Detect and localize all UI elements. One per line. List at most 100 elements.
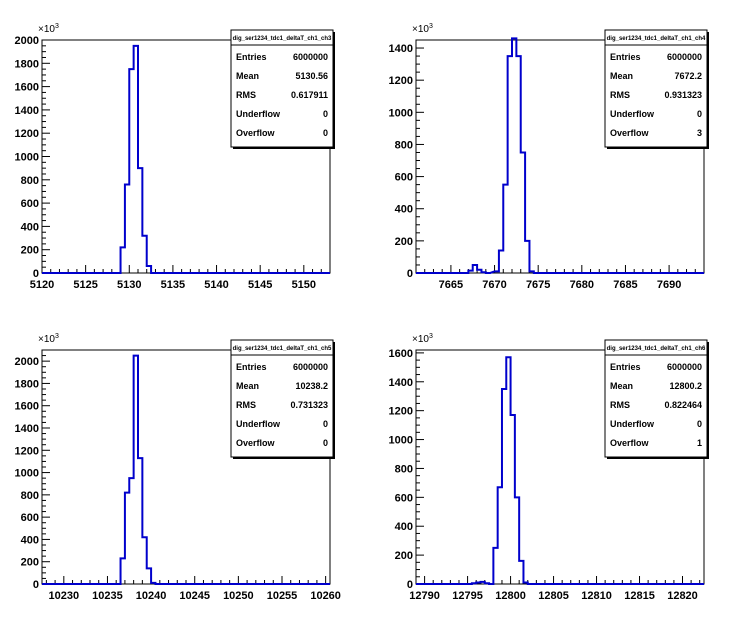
stats-label-entries: Entries [236, 362, 267, 372]
y-tick-label: 200 [395, 550, 413, 562]
stats-label-entries: Entries [236, 52, 267, 62]
y-tick-label: 1200 [389, 406, 413, 418]
histogram-pad-2: 7665 7670 7675 7680 7685 7690 0 200 400 600 800 100… [389, 23, 709, 291]
stats-value-rms: 0.617911 [291, 90, 328, 100]
x-tick-label: 7665 [439, 279, 463, 291]
x-tick-label: 10250 [223, 590, 254, 602]
stats-value-mean: 10238.2 [295, 381, 328, 391]
y-tick-label: 2000 [15, 356, 39, 368]
stats-box [604, 29, 708, 148]
stats-value-overflow: 3 [697, 128, 702, 138]
x-tick-label: 7680 [570, 279, 594, 291]
y-exponent-label: ×103 [412, 333, 433, 345]
y-tick-label: 0 [407, 579, 413, 591]
y-tick-label: 800 [395, 139, 413, 151]
stats-label-overflow: Overflow [610, 128, 650, 138]
x-tick-label: 12820 [667, 590, 698, 602]
x-tick-label: 12800 [495, 590, 526, 602]
x-tick-label: 7690 [657, 279, 681, 291]
y-tick-label: 1000 [389, 435, 413, 447]
x-tick-label: 12790 [409, 590, 440, 602]
y-tick-label: 1200 [15, 445, 39, 457]
y-tick-label: 1800 [15, 378, 39, 390]
y-tick-label: 1200 [389, 75, 413, 87]
x-tick-label: 12805 [538, 590, 569, 602]
stats-value-entries: 6000000 [293, 52, 328, 62]
x-tick-label: 5140 [204, 279, 228, 291]
y-tick-label: 1800 [15, 58, 39, 70]
x-tick-label: 10230 [49, 590, 80, 602]
y-tick-label: 1400 [15, 423, 39, 435]
stats-label-overflow: Overflow [236, 438, 276, 448]
stats-label-mean: Mean [236, 381, 259, 391]
histogram-series [416, 356, 704, 585]
y-exponent-label: ×103 [412, 23, 433, 35]
y-tick-label: 1600 [15, 401, 39, 413]
stats-label-mean: Mean [610, 71, 633, 81]
x-tick-label: 12810 [581, 590, 612, 602]
x-tick-label: 10240 [136, 590, 167, 602]
stats-box [604, 339, 708, 458]
y-tick-label: 600 [395, 172, 413, 184]
stats-value-mean: 5130.56 [295, 71, 328, 81]
y-tick-label: 1000 [15, 152, 39, 164]
y-tick-label: 1400 [389, 43, 413, 55]
y-tick-label: 1400 [389, 377, 413, 389]
y-tick-label: 1600 [389, 348, 413, 360]
histogram-series [42, 44, 330, 274]
y-tick-label: 400 [21, 534, 39, 546]
y-tick-label: 1000 [389, 107, 413, 119]
histogram-series [42, 354, 330, 585]
stats-label-rms: RMS [236, 400, 256, 410]
y-tick-label: 800 [395, 463, 413, 475]
x-tick-label: 7675 [526, 279, 550, 291]
x-tick-label: 10245 [179, 590, 210, 602]
y-exponent-label: ×103 [38, 333, 59, 345]
stats-label-underflow: Underflow [236, 109, 281, 119]
stats-value-underflow: 0 [323, 109, 328, 119]
y-tick-label: 600 [395, 492, 413, 504]
stats-value-mean: 7672.2 [674, 71, 702, 81]
y-tick-label: 400 [395, 521, 413, 533]
stats-label-rms: RMS [610, 400, 630, 410]
stats-label-underflow: Underflow [236, 419, 281, 429]
stats-box [230, 29, 334, 148]
y-exponent-label: ×103 [38, 23, 59, 35]
stats-value-mean: 12800.2 [669, 381, 702, 391]
x-tick-label: 5130 [117, 279, 141, 291]
stats-label-overflow: Overflow [236, 128, 276, 138]
stats-label-overflow: Overflow [610, 438, 650, 448]
histogram-pad-1: 5120 5125 5130 5135 5140 5145 5150 0 200 400 600 80… [15, 23, 335, 291]
y-tick-label: 200 [395, 236, 413, 248]
y-tick-label: 1600 [15, 82, 39, 94]
x-tick-label: 12815 [624, 590, 655, 602]
stats-value-entries: 6000000 [667, 52, 702, 62]
stats-label-mean: Mean [610, 381, 633, 391]
stats-box [230, 339, 334, 458]
stats-label-entries: Entries [610, 362, 641, 372]
y-tick-label: 400 [21, 221, 39, 233]
x-tick-label: 5135 [161, 279, 185, 291]
y-tick-label: 600 [21, 198, 39, 210]
histogram-pad-4: 12790 12795 12800 12805 12810 12815 12820 0 200 4… [389, 333, 709, 602]
stats-value-entries: 6000000 [667, 362, 702, 372]
stats-value-underflow: 0 [697, 109, 702, 119]
y-tick-label: 1200 [15, 128, 39, 140]
x-tick-label: 5150 [292, 279, 316, 291]
x-tick-label: 7670 [482, 279, 506, 291]
stats-value-overflow: 0 [323, 128, 328, 138]
y-tick-label: 800 [21, 175, 39, 187]
stats-title: dig_ser1234_tdc1_deltaT_ch1_ch4 [607, 36, 706, 42]
stats-title: dig_ser1234_tdc1_deltaT_ch1_ch3 [233, 36, 332, 42]
histogram-series [416, 37, 704, 274]
x-tick-label: 7685 [613, 279, 637, 291]
stats-value-overflow: 0 [323, 438, 328, 448]
x-tick-label: 10260 [310, 590, 341, 602]
y-tick-label: 0 [33, 268, 39, 280]
y-tick-label: 800 [21, 490, 39, 502]
y-tick-label: 2000 [15, 35, 39, 47]
y-tick-label: 600 [21, 512, 39, 524]
stats-label-mean: Mean [236, 71, 259, 81]
histogram-pad-3: 10230 10235 10240 10245 10250 10255 10260 0 200 4… [15, 333, 341, 602]
